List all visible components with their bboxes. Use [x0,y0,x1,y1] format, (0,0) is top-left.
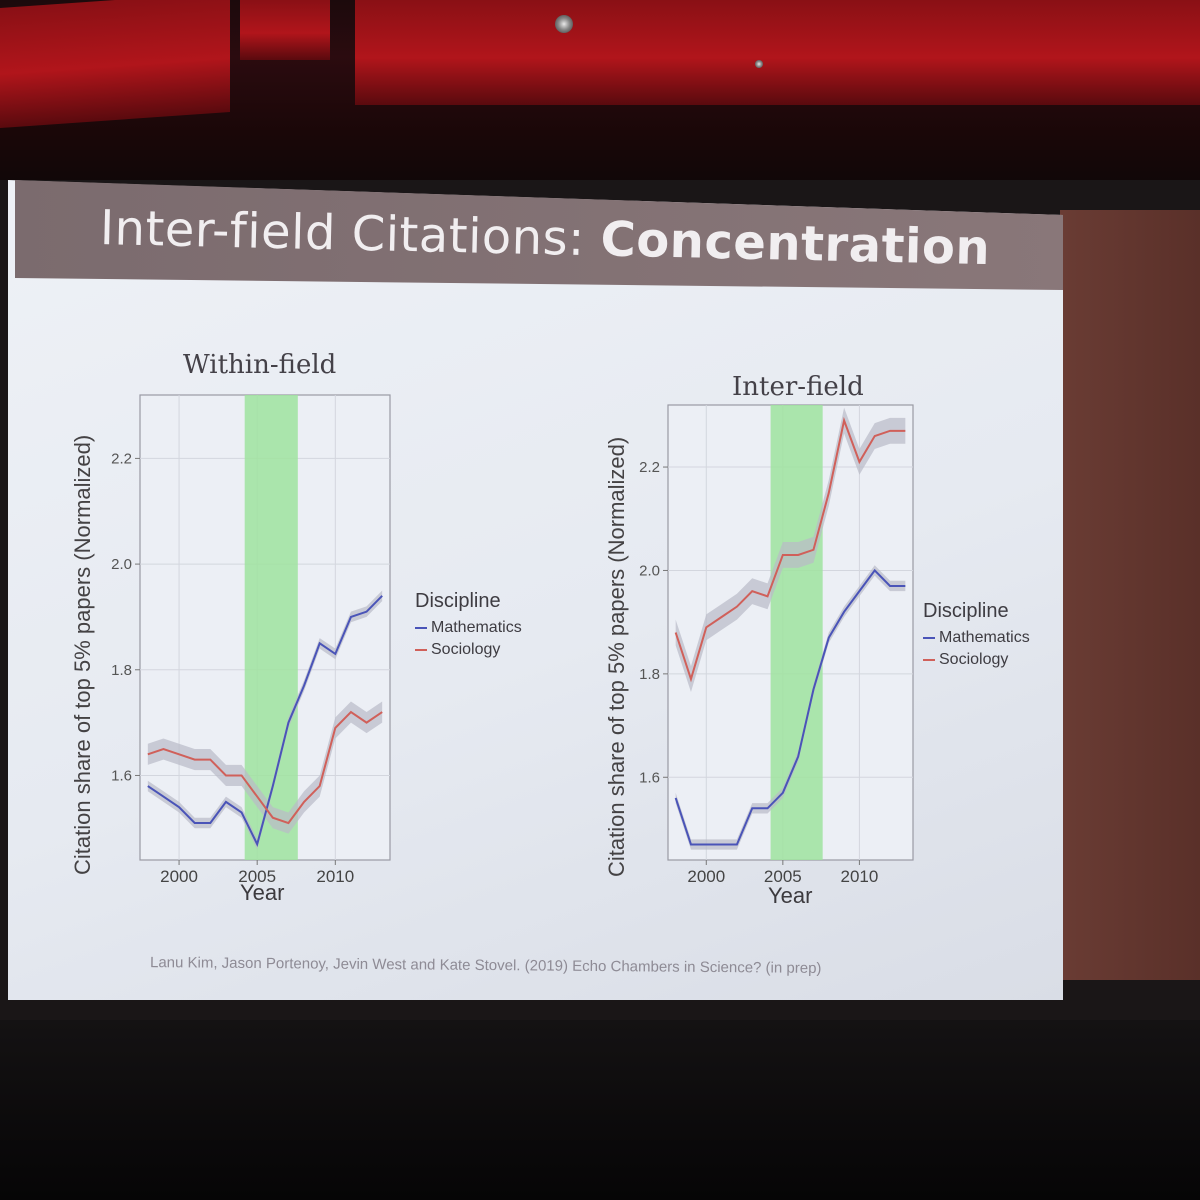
ceiling-light-icon [555,15,573,33]
legend-right: Discipline Mathematics Sociology [923,600,1030,671]
x-tick-label: 2000 [160,867,198,886]
legend-item-mathematics: Mathematics [415,617,522,639]
y-axis-label-left: Citation share of top 5% papers (Normali… [70,434,95,875]
x-tick-label: 2010 [840,867,878,886]
legend-title: Discipline [923,600,1009,622]
ceiling [0,0,1200,190]
series-line-sociology [147,710,383,825]
y-tick-label: 1.6 [639,769,660,786]
legend-swatch-mathematics [415,627,427,629]
y-axis-label-right: Citation share of top 5% papers (Normali… [604,436,629,877]
red-ceiling-panel-middle [240,0,330,60]
legend-item-mathematics: Mathematics [923,627,1030,649]
panel-title-within-field: Within-field [183,350,337,380]
y-tick-label: 2.0 [111,556,132,573]
series-line-mathematics [674,568,906,846]
legend-swatch-sociology [923,659,935,661]
confidence-ribbon-sociology [675,407,906,692]
x-axis-label-right: Year [768,883,813,908]
legend-label: Mathematics [939,629,1030,646]
y-tick-label: 1.6 [111,767,132,784]
legend-title: Discipline [415,590,501,612]
legend-swatch-mathematics [923,637,935,639]
y-tick-label: 2.0 [639,562,660,579]
slide-title-regular: Inter-field Citations: [99,200,586,267]
red-ceiling-panel-right [355,0,1200,105]
legend-label: Sociology [431,641,501,658]
x-tick-label: 2005 [238,867,276,886]
highlight-band [770,405,823,860]
legend-label: Mathematics [431,619,522,636]
inter-field-plot: 1.6 1.8 2.0 2.2 2000 2005 2010 [639,404,914,886]
x-tick-label: 2005 [764,867,802,886]
y-tick-label: 1.8 [111,662,132,679]
legend-label: Sociology [939,651,1009,668]
x-axis-label-left: Year [240,880,285,905]
y-tick-label: 1.8 [639,666,660,683]
legend-item-sociology: Sociology [415,639,522,661]
confidence-ribbon-mathematics [147,590,383,850]
within-field-plot: 1.6 1.8 2.0 2.2 2000 2005 2010 [111,394,391,886]
y-tick-label: 2.2 [639,459,660,476]
panel-title-inter-field: Inter-field [732,372,864,402]
x-tick-label: 2010 [316,867,354,886]
x-tick-label: 2000 [687,867,725,886]
legend-swatch-sociology [415,649,427,651]
red-ceiling-panel-left [0,0,230,129]
legend-item-sociology: Sociology [923,649,1030,671]
y-tick-label: 2.2 [111,450,132,467]
series-line-mathematics [147,595,383,847]
legend-left: Discipline Mathematics Sociology [415,590,522,661]
projection-screen-edge [1060,210,1200,980]
auditorium-floor [0,1020,1200,1200]
slide-title-bold: Concentration [599,211,991,277]
ceiling-light-icon [755,60,763,68]
series-line-sociology [674,416,906,683]
